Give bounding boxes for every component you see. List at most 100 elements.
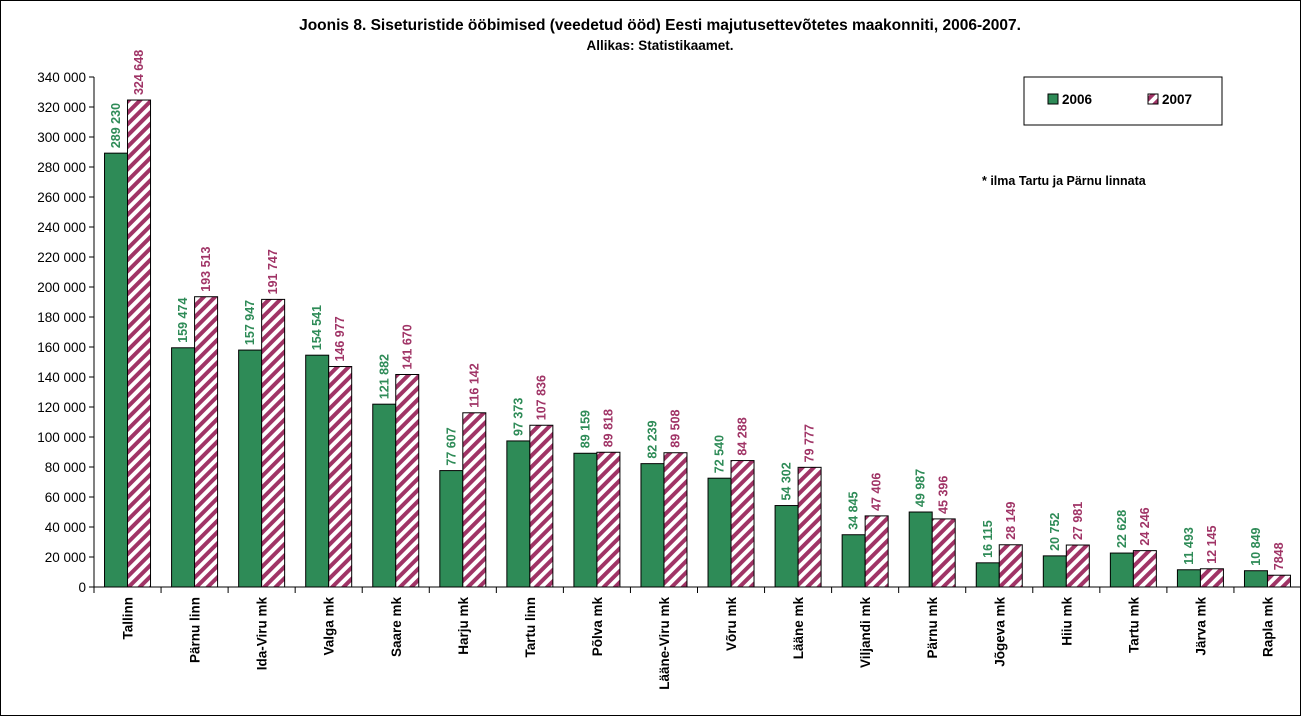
chart-note: * ilma Tartu ja Pärnu linnata (982, 174, 1147, 188)
bar-2007 (529, 424, 554, 588)
x-category-label: Harju mk (456, 597, 471, 655)
x-category-label: Valga mk (322, 597, 337, 656)
data-label-2007: 47 406 (870, 473, 884, 511)
bar-2007 (127, 99, 152, 588)
y-tick-label: 180 000 (37, 310, 86, 325)
legend: 2006 2007 (1023, 76, 1223, 126)
bar-2006 (841, 534, 866, 588)
data-label-2007: 24 246 (1138, 507, 1152, 545)
x-category-label: Põlva mk (590, 597, 605, 657)
bar-2006 (372, 403, 397, 588)
data-label-2007: 191 747 (266, 249, 280, 294)
bar-2007 (1132, 550, 1157, 588)
legend-label-2006: 2006 (1062, 92, 1093, 107)
data-label-2006: 89 159 (578, 410, 592, 448)
bar-2007 (797, 466, 822, 588)
legend-label-2007: 2007 (1162, 92, 1192, 107)
data-label-2007: 79 777 (803, 424, 817, 462)
bar-2007 (596, 451, 621, 588)
x-category-label: Ida-Viru mk (255, 597, 270, 671)
data-label-2006: 49 987 (914, 469, 928, 507)
bar-2007 (998, 544, 1023, 588)
data-label-2006: 97 373 (511, 398, 525, 436)
x-category-label: Lääne-Viru mk (657, 597, 672, 690)
bar-2006 (506, 440, 531, 588)
bar-2007 (663, 452, 688, 588)
bar-2007 (864, 515, 889, 588)
data-label-2006: 22 628 (1115, 510, 1129, 548)
bar-labels: 289 230 159 474 157 947 154 541 121 882 77 60… (109, 50, 1286, 570)
data-label-2007: 12 145 (1205, 526, 1219, 564)
bar-2006 (707, 477, 732, 588)
y-tick-label: 200 000 (37, 280, 86, 295)
data-label-2007: 84 288 (736, 417, 750, 455)
y-tick-label: 240 000 (37, 220, 86, 235)
bar-2006 (171, 347, 196, 588)
bar-2006 (1243, 570, 1268, 588)
y-tick-label: 40 000 (45, 520, 86, 535)
data-label-2007: 193 513 (199, 246, 213, 291)
x-category-label: Lääne mk (791, 597, 806, 660)
bar-2006 (640, 463, 665, 588)
bar-2007 (730, 460, 755, 588)
data-label-2006: 154 541 (310, 305, 324, 350)
data-label-2006: 121 882 (377, 354, 391, 399)
y-axis: 0 20 000 40 000 60 000 80 000 100 000 120 000 1… (37, 70, 95, 595)
x-axis: Tallinn Pärnu linn Ida-Viru mk Valga mk Saar… (93, 586, 1301, 690)
data-label-2007: 116 142 (467, 363, 481, 408)
data-label-2006: 16 115 (981, 520, 995, 558)
x-category-label: Pärnu mk (925, 597, 940, 659)
data-label-2007: 324 648 (132, 50, 146, 95)
bar-2007 (261, 298, 286, 588)
y-tick-label: 340 000 (37, 70, 86, 85)
x-category-label: Järva mk (1193, 597, 1208, 656)
data-label-2007: 146 977 (333, 316, 347, 361)
y-tick-label: 120 000 (37, 400, 86, 415)
data-label-2006: 34 845 (847, 491, 861, 529)
y-tick-label: 140 000 (37, 370, 86, 385)
chart-title: Joonis 8. Siseturistide ööbimised (veede… (299, 17, 1021, 34)
y-tick-label: 260 000 (37, 190, 86, 205)
chart-subtitle: Allikas: Statistikaamet. (586, 38, 733, 53)
x-category-label: Viljandi mk (858, 597, 873, 669)
bars (104, 99, 1291, 588)
data-label-2006: 157 947 (243, 300, 257, 345)
bar-2007 (194, 296, 219, 588)
data-label-2006: 72 540 (713, 435, 727, 473)
data-label-2007: 89 818 (601, 409, 615, 447)
bar-2006 (238, 349, 263, 588)
x-category-label: Pärnu linn (188, 597, 203, 663)
x-category-label: Tallinn (121, 597, 136, 640)
bar-2006 (774, 505, 799, 588)
bar-2006 (908, 511, 933, 588)
y-tick-label: 100 000 (37, 430, 86, 445)
data-label-2006: 77 607 (444, 427, 458, 465)
data-label-2007: 45 396 (937, 476, 951, 514)
x-category-label: Saare mk (389, 597, 404, 658)
bar-2007 (1199, 568, 1224, 588)
data-label-2007: 27 981 (1071, 502, 1085, 540)
bar-2007 (395, 373, 420, 588)
data-label-2007: 107 836 (534, 375, 548, 420)
bar-2006 (104, 152, 129, 588)
y-tick-label: 0 (78, 580, 86, 595)
legend-swatch-2006 (1047, 93, 1059, 105)
y-tick-label: 60 000 (45, 490, 86, 505)
x-category-label: Hiiu mk (1059, 597, 1074, 646)
x-category-label: Võru mk (724, 597, 739, 652)
data-label-2006: 10 849 (1249, 527, 1263, 565)
bar-2006 (305, 354, 330, 588)
y-tick-label: 300 000 (37, 130, 86, 145)
x-category-label: Rapla mk (1260, 597, 1275, 658)
x-category-label: Jõgeva mk (992, 597, 1007, 667)
data-label-2007: 28 149 (1004, 501, 1018, 539)
data-label-2006: 11 493 (1182, 527, 1196, 565)
data-label-2006: 82 239 (645, 420, 659, 458)
bar-2007 (1065, 544, 1090, 588)
bar-2006 (573, 452, 598, 588)
data-label-2007: 89 508 (668, 409, 682, 447)
bar-2006 (1176, 569, 1201, 588)
bar-2007 (931, 518, 956, 588)
legend-swatch-2007 (1147, 93, 1159, 105)
x-category-label: Tartu linn (523, 597, 538, 658)
